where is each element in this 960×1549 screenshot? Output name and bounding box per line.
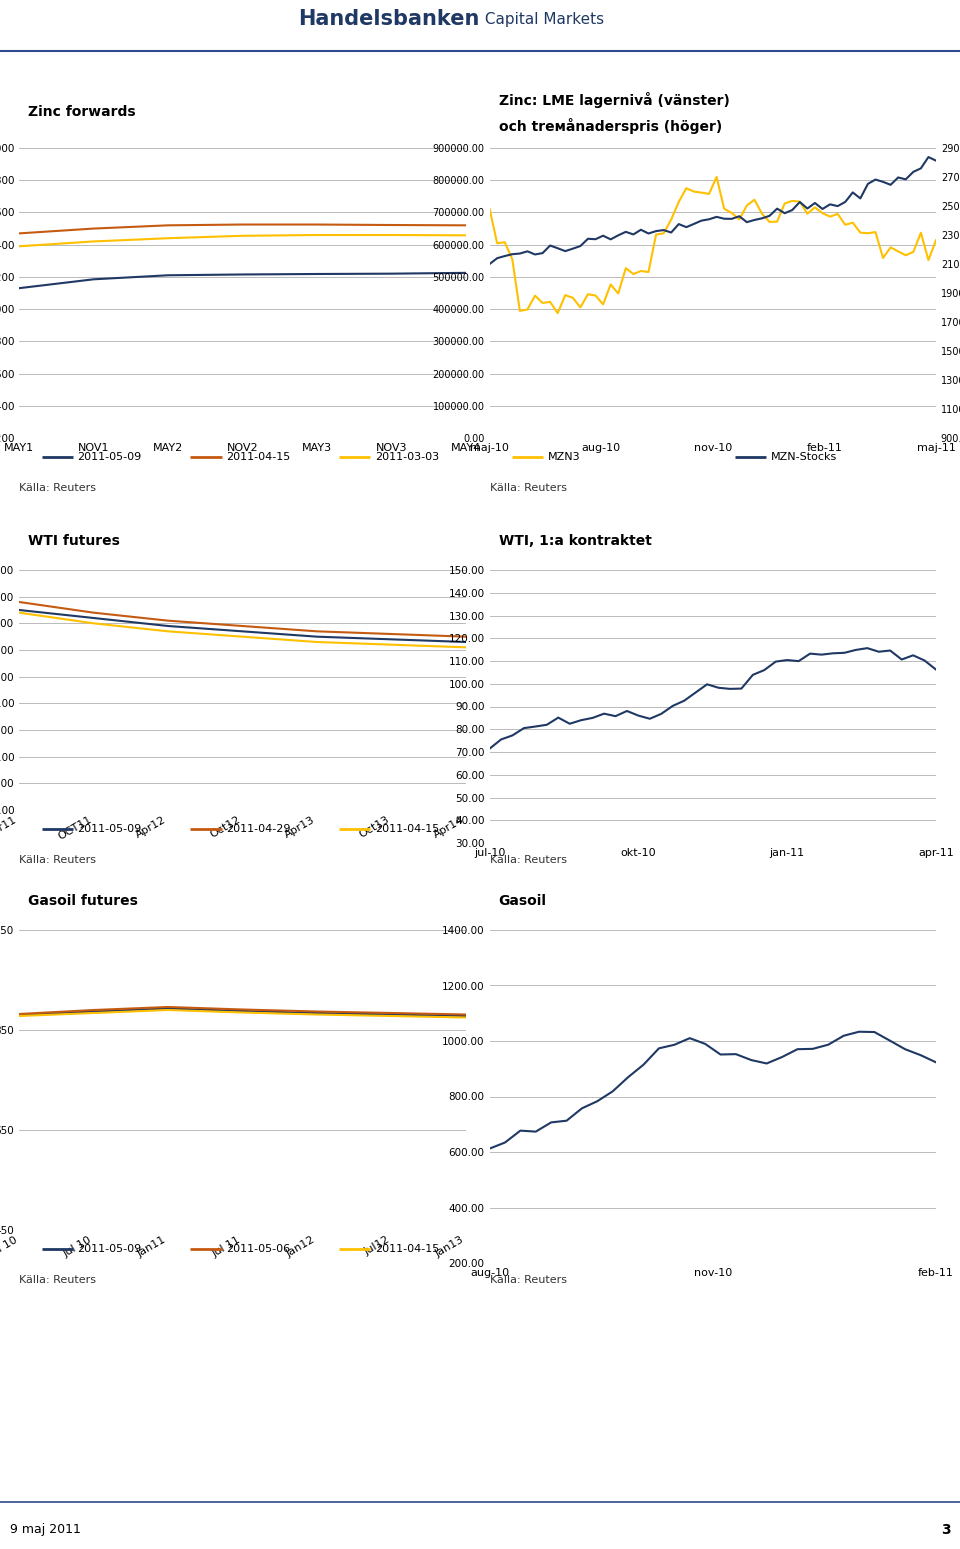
Text: Capital Markets: Capital Markets	[480, 12, 604, 26]
Text: 2011-04-29: 2011-04-29	[226, 824, 291, 833]
Text: 2011-05-09: 2011-05-09	[77, 824, 141, 833]
Text: 2011-04-15: 2011-04-15	[226, 452, 290, 462]
Text: Zinc: LME lagernivå (vänster): Zinc: LME lagernivå (vänster)	[498, 93, 730, 108]
Text: 9 maj 2011: 9 maj 2011	[10, 1523, 81, 1537]
Text: 2011-03-03: 2011-03-03	[374, 452, 439, 462]
Text: Källa: Reuters: Källa: Reuters	[19, 483, 96, 494]
Text: 2011-05-09: 2011-05-09	[77, 1244, 141, 1255]
Text: WTI futures: WTI futures	[28, 534, 120, 548]
Text: Källa: Reuters: Källa: Reuters	[490, 483, 566, 494]
Text: MZN3: MZN3	[547, 452, 580, 462]
Text: 3: 3	[941, 1523, 950, 1537]
Text: Gasoil: Gasoil	[498, 894, 546, 908]
Text: Handelsbanken: Handelsbanken	[299, 9, 480, 29]
Text: Källa: Reuters: Källa: Reuters	[19, 1275, 96, 1286]
Text: MZN-Stocks: MZN-Stocks	[771, 452, 837, 462]
Text: Källa: Reuters: Källa: Reuters	[490, 1275, 566, 1286]
Text: WTI, 1:a kontraktet: WTI, 1:a kontraktet	[498, 534, 652, 548]
Text: 2011-05-06: 2011-05-06	[226, 1244, 290, 1255]
Text: 2011-05-09: 2011-05-09	[77, 452, 141, 462]
Text: och trемånaderspris (höger): och trемånaderspris (höger)	[498, 118, 722, 135]
Text: Zinc forwards: Zinc forwards	[28, 105, 135, 119]
Text: Gasoil futures: Gasoil futures	[28, 894, 138, 908]
Text: 2011-04-15: 2011-04-15	[374, 1244, 439, 1255]
Text: Källa: Reuters: Källa: Reuters	[490, 855, 566, 866]
Text: 2011-04-15: 2011-04-15	[374, 824, 439, 833]
Text: Källa: Reuters: Källa: Reuters	[19, 855, 96, 866]
